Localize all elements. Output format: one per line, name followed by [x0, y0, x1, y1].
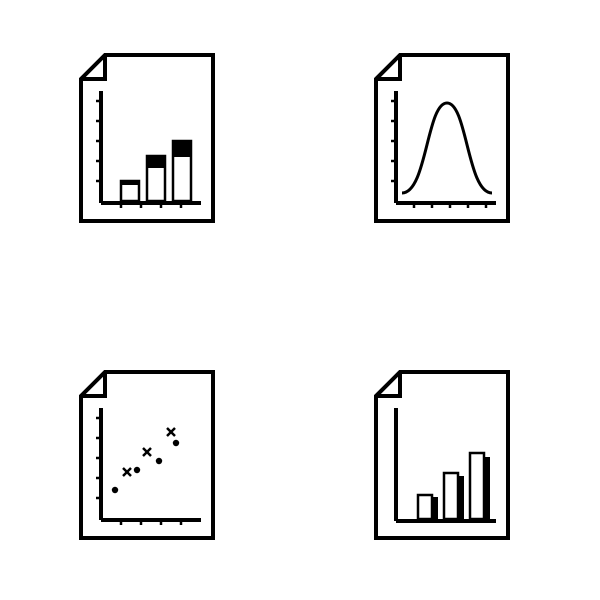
bell-curve-doc-icon — [374, 53, 510, 223]
dual-bar-doc-icon — [374, 370, 510, 540]
bar-chart-doc-icon — [79, 53, 215, 223]
scatter-doc-icon — [79, 370, 215, 540]
